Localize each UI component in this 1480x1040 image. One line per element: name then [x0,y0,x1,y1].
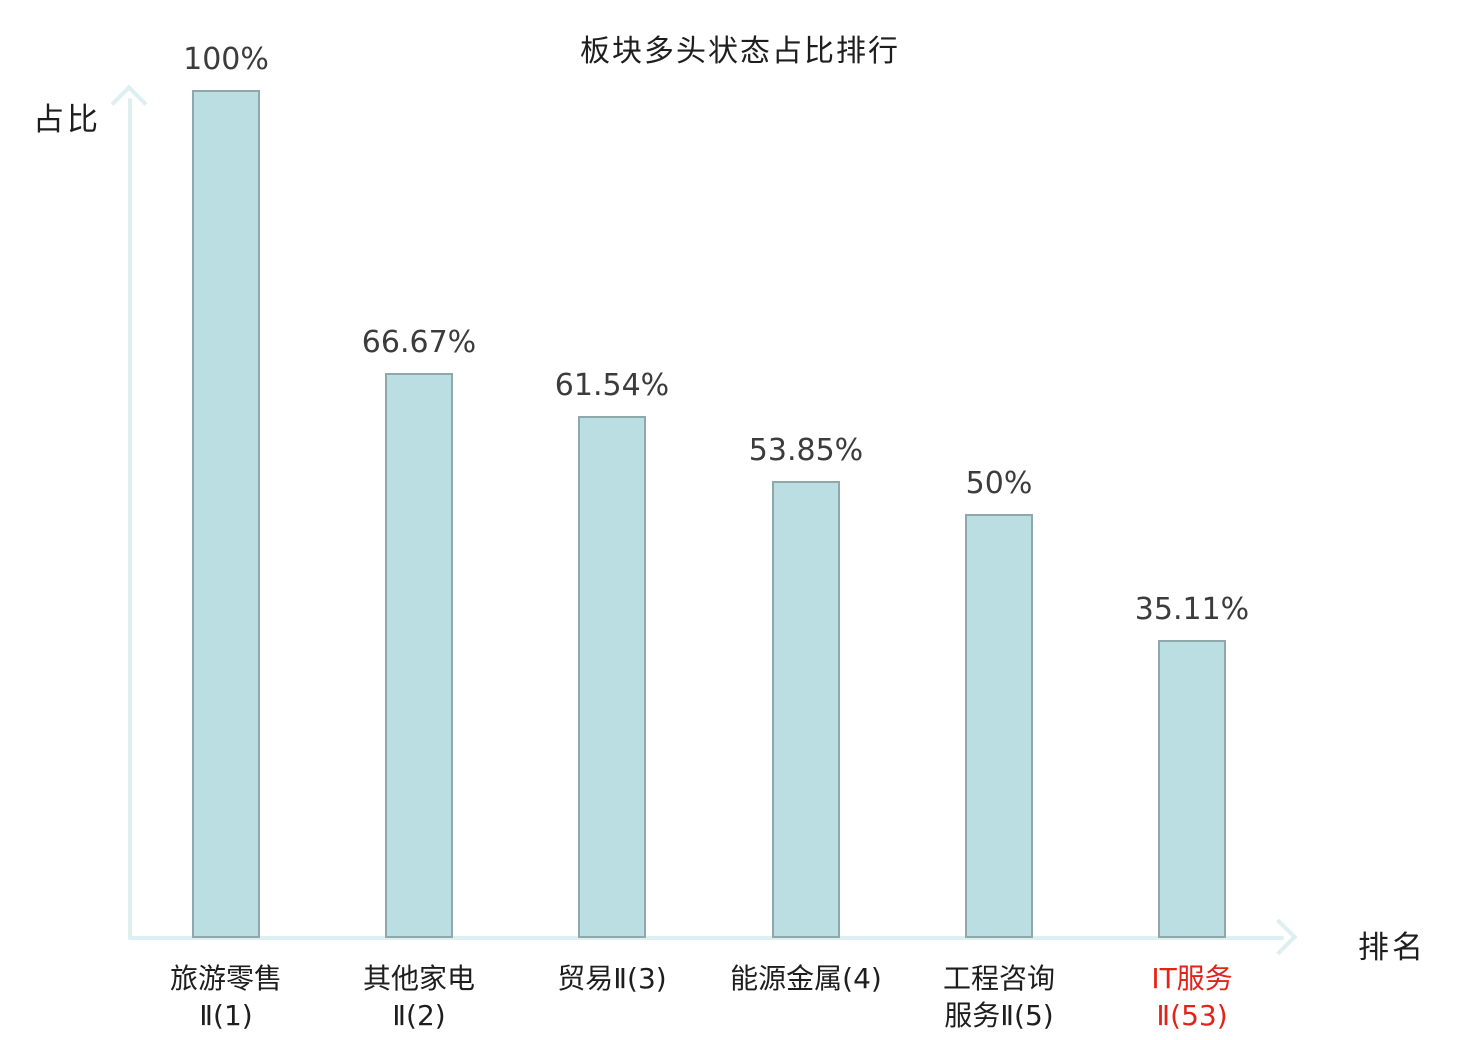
bar-group: 50% [904,466,1094,938]
bar [578,416,646,938]
category-label-line: 旅游零售 [169,962,282,995]
bar-group: 35.11% [1097,592,1287,938]
category-label: 其他家电 Ⅱ(2) [319,960,519,1034]
bar [192,90,260,938]
y-axis-label: 占比 [33,102,101,138]
category-label: 能源金属(4) [706,960,906,997]
category-label: IT服务 Ⅱ(53) [1092,960,1292,1034]
bar-value-label: 50% [965,466,1033,501]
bar-value-label: 35.11% [1134,592,1250,627]
bar-group: 100% [131,42,321,938]
bar-value-label: 53.85% [748,433,864,468]
bar [1158,640,1226,938]
bar [385,373,453,938]
category-label-line: 贸易Ⅱ(3) [557,962,667,995]
bar-group: 61.54% [517,368,707,938]
category-label-line: 工程咨询 [942,962,1055,995]
category-label: 贸易Ⅱ(3) [512,960,712,997]
bar [965,514,1033,938]
category-label-line: 能源金属(4) [730,962,882,995]
bar [772,481,840,938]
bar-value-label: 61.54% [554,368,670,403]
category-label-line: Ⅱ(2) [392,999,446,1032]
category-label-line: IT服务 [1151,962,1233,995]
x-axis-line [128,936,1284,940]
bar-group: 53.85% [711,433,901,938]
category-label-line: Ⅱ(1) [199,999,253,1032]
y-axis-line [128,98,132,938]
bar-group: 66.67% [324,325,514,938]
chart-title: 板块多头状态占比排行 [580,34,900,69]
category-label: 工程咨询服务Ⅱ(5) [899,960,1099,1034]
bar-value-label: 100% [183,42,269,77]
bar-value-label: 66.67% [361,325,477,360]
x-axis-label: 排名 [1358,930,1426,966]
category-label-line: 服务Ⅱ(5) [944,999,1054,1032]
category-label-line: Ⅱ(53) [1156,999,1228,1032]
category-label: 旅游零售 Ⅱ(1) [126,960,326,1034]
category-label-line: 其他家电 [362,962,475,995]
